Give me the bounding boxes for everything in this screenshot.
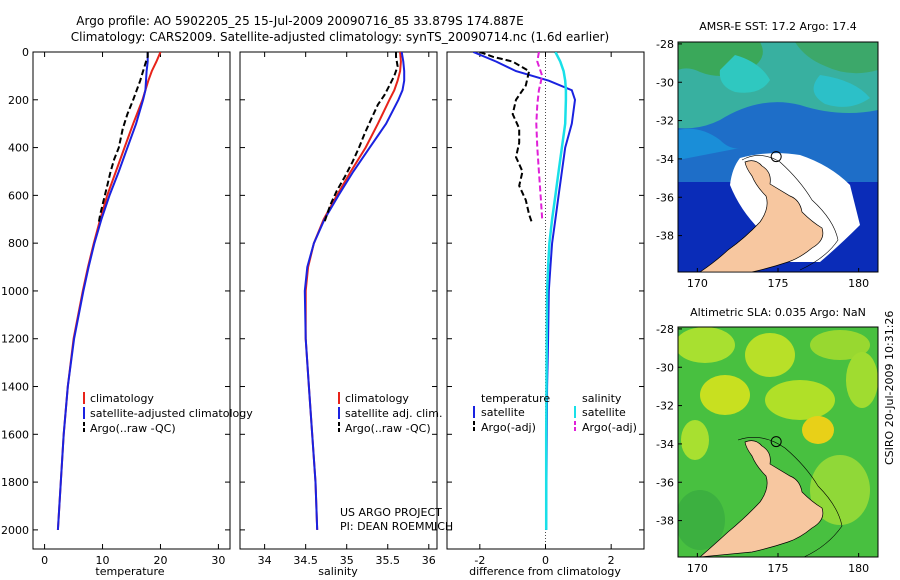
map-y-tick-label: -28 — [656, 38, 674, 51]
title-line1: Argo profile: AO 5902205_25 15-Jul-2009 … — [76, 14, 523, 28]
map-y-tick-label: -38 — [656, 230, 674, 243]
series-line-salinity-argo-adj- — [535, 52, 544, 220]
temperature-legend: climatology satellite-adjusted climatolo… — [83, 392, 253, 435]
sla-map-title: Altimetric SLA: 0.035 Argo: NaN — [690, 306, 866, 319]
map-y-tick-label: -34 — [656, 438, 674, 451]
x-tick-label: 35 — [340, 554, 354, 567]
legend-sal-3: Argo(..raw -QC) — [345, 422, 431, 435]
x-tick-label: 2 — [608, 554, 615, 567]
x-tick-label: 30 — [211, 554, 225, 567]
series-line-satellite — [56, 52, 149, 530]
temperature-xlabel: temperature — [95, 565, 164, 578]
y-tick-label: 1600 — [1, 428, 29, 441]
legend-sal-2: satellite adj. clim. — [345, 407, 442, 420]
map-y-tick-label: -36 — [656, 191, 674, 204]
x-tick-label: 36 — [422, 554, 436, 567]
credit-pi: PI: DEAN ROEMMICH — [340, 520, 453, 533]
x-tick-label: 34 — [258, 554, 272, 567]
x-tick-label: 20 — [153, 554, 167, 567]
map-x-tick-label: 170 — [687, 277, 708, 290]
y-tick-label: 1200 — [1, 333, 29, 346]
y-tick-label: 1000 — [1, 285, 29, 298]
legend-temp-3: Argo(..raw -QC) — [90, 422, 176, 435]
map-x-tick-label: 175 — [768, 277, 789, 290]
series-line-satellite — [303, 52, 406, 530]
sst-argo-marker — [770, 151, 782, 163]
legend-diff-4: Argo(-adj) — [582, 421, 637, 434]
y-tick-label: 400 — [8, 142, 29, 155]
x-tick-label: 10 — [96, 554, 110, 567]
salinity-legend: climatology satellite adj. clim. Argo(..… — [338, 392, 442, 435]
legend-header-temperature: temperature — [481, 392, 550, 405]
sla-argo-marker — [770, 436, 782, 448]
map-y-tick-label: -34 — [656, 153, 674, 166]
y-tick-label: 200 — [8, 94, 29, 107]
title-line2: Climatology: CARS2009. Satellite-adjuste… — [71, 30, 609, 44]
map-y-tick-label: -32 — [656, 400, 674, 413]
legend-temp-2: satellite-adjusted climatology — [90, 407, 253, 420]
x-tick-label: 35.5 — [376, 554, 401, 567]
map-x-tick-label: 175 — [768, 562, 789, 575]
series-line-salinity-satellite — [544, 52, 568, 530]
salinity-xlabel: salinity — [318, 565, 358, 578]
map-y-tick-label: -36 — [656, 476, 674, 489]
legend-diff-2: Argo(-adj) — [481, 421, 536, 434]
x-tick-label: 34.5 — [293, 554, 318, 567]
legend-temp-1: climatology — [90, 392, 154, 405]
salinity-axes — [239, 51, 438, 550]
series-line-argo — [322, 52, 399, 225]
y-tick-label: 800 — [8, 237, 29, 250]
y-tick-label: 2000 — [1, 524, 29, 537]
map-y-tick-label: -32 — [656, 115, 674, 128]
sst-map-title: AMSR-E SST: 17.2 Argo: 17.4 — [699, 20, 857, 33]
y-tick-label: 1400 — [1, 381, 29, 394]
map-y-tick-label: -30 — [656, 76, 674, 89]
difference-xlabel: difference from climatology — [469, 565, 621, 578]
y-tick-label: 1800 — [1, 476, 29, 489]
map-x-tick-label: 170 — [687, 562, 708, 575]
x-tick-label: 0 — [41, 554, 48, 567]
map-y-tick-label: -28 — [656, 323, 674, 336]
map-x-tick-label: 180 — [848, 562, 869, 575]
sst-land — [699, 155, 839, 272]
legend-diff-3: satellite — [582, 406, 626, 419]
x-tick-label: 0 — [542, 554, 549, 567]
map-y-tick-label: -38 — [656, 515, 674, 528]
y-tick-label: 0 — [22, 46, 29, 59]
map-x-tick-label: 180 — [848, 277, 869, 290]
series-line-argo — [97, 52, 149, 225]
map-y-tick-label: -30 — [656, 361, 674, 374]
legend-header-salinity: salinity — [582, 392, 622, 405]
difference-legend: temperature salinity satellite Argo(-adj… — [473, 392, 637, 434]
legend-sal-1: climatology — [345, 392, 409, 405]
series-line-temperature-argo-adj- — [479, 52, 534, 225]
legend-diff-1: satellite — [481, 406, 525, 419]
y-tick-label: 600 — [8, 189, 29, 202]
x-tick-label: -2 — [474, 554, 485, 567]
csiro-timestamp: CSIRO 20-Jul-2009 10:31:26 — [883, 311, 896, 465]
credit-project: US ARGO PROJECT — [340, 506, 442, 519]
